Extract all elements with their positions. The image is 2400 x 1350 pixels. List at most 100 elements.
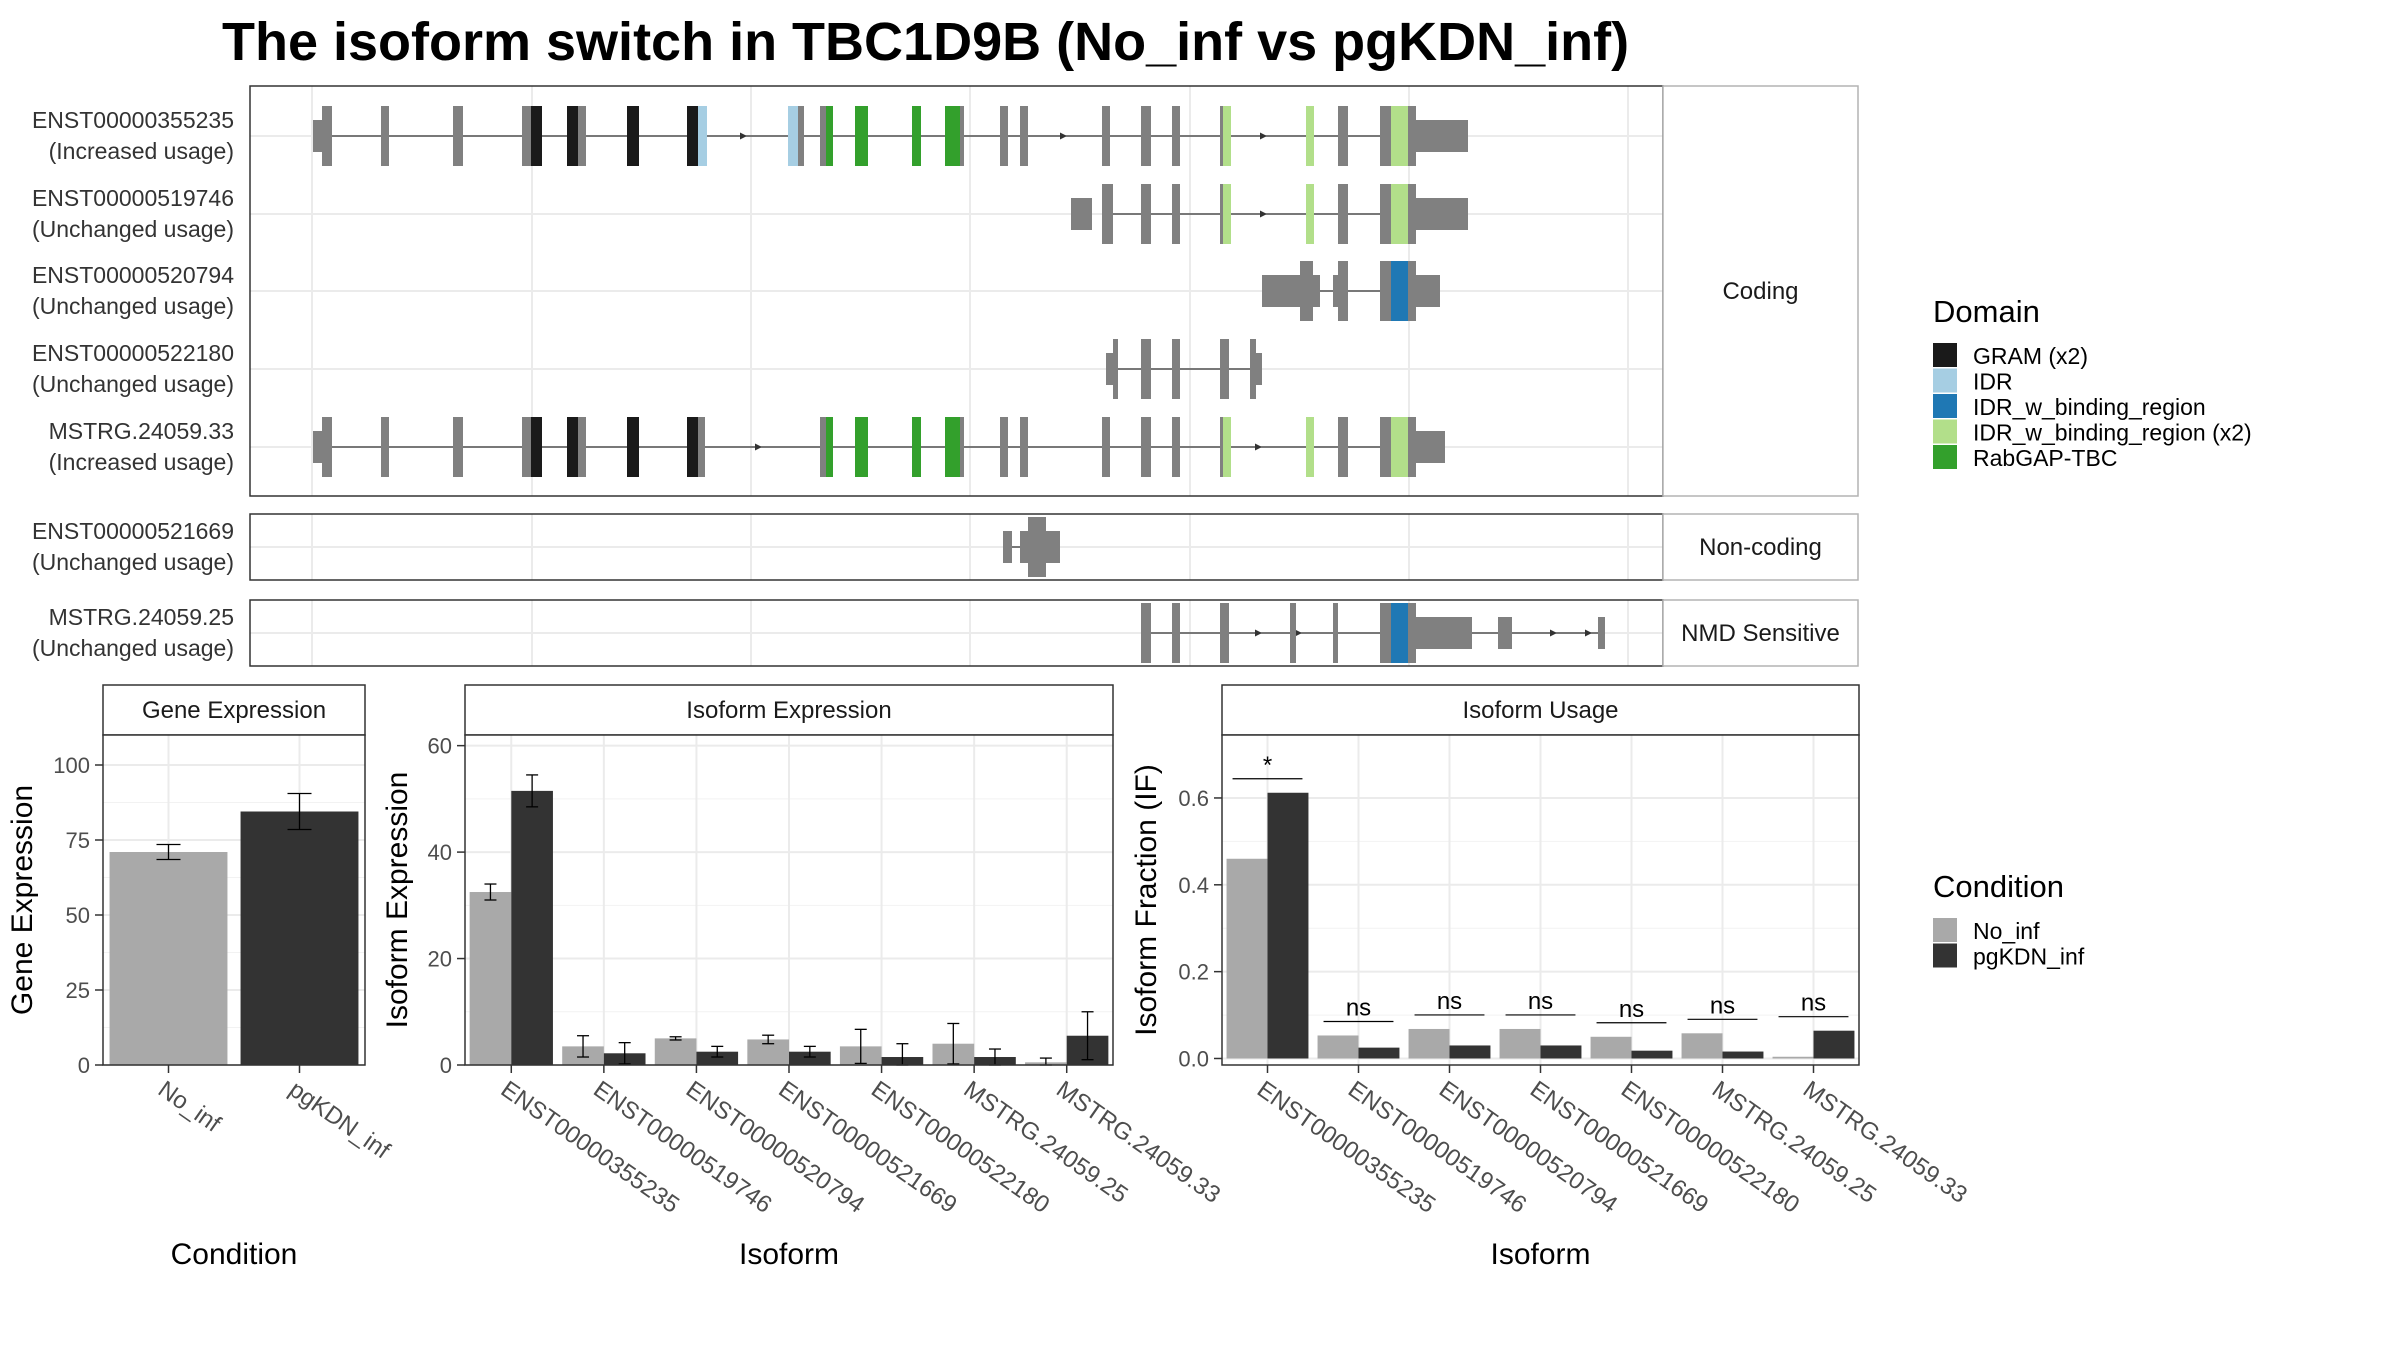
bar	[1317, 1035, 1359, 1059]
exon	[1172, 106, 1180, 166]
exon	[1333, 275, 1338, 307]
exon	[1380, 261, 1391, 321]
bar	[1540, 1045, 1582, 1059]
domain-segment	[1391, 184, 1408, 244]
domain-segment	[826, 417, 833, 477]
domain-legend-label: IDR_w_binding_region	[1973, 394, 2206, 420]
isoform-status-label: (Increased usage)	[49, 449, 234, 475]
exon	[381, 417, 389, 477]
isoform-track: ENST00000355235 (Increased usage)	[32, 106, 1468, 166]
exon	[820, 106, 826, 166]
x-axis-title: Isoform	[1490, 1238, 1590, 1271]
error-bar	[287, 792, 312, 831]
bar	[654, 1038, 697, 1065]
exon	[1250, 339, 1256, 399]
y-tick-label: 25	[66, 978, 90, 1003]
exon	[1408, 417, 1416, 477]
exon	[1338, 106, 1348, 166]
exon	[1102, 106, 1110, 166]
exon	[960, 106, 964, 166]
isoform-usage-chart: Isoform Usage*ns ns ns ns ns ns0.00.20.40.6EN…	[1130, 684, 1972, 1271]
exon	[1416, 120, 1468, 152]
exon	[1416, 275, 1440, 307]
domain-legend: Domain GRAM (x2)IDRIDR_w_binding_regionI…	[1933, 294, 2252, 471]
domain-segment	[945, 106, 960, 166]
domain-legend-title: Domain	[1933, 294, 2040, 329]
exon	[1380, 106, 1391, 166]
exon	[1141, 417, 1151, 477]
x-tick-label: MSTRG.24059.33	[1798, 1076, 1972, 1209]
isoform-id-label: ENST00000519746	[32, 185, 234, 211]
direction-arrow	[1550, 629, 1557, 637]
exon	[1102, 417, 1110, 477]
bar	[1226, 858, 1268, 1059]
isoform-status-label: (Increased usage)	[49, 138, 234, 164]
domain-segment	[855, 106, 868, 166]
structure-panel-nmd-sensitive: NMD Sensitive MSTRG.24059.25 (Unchanged us…	[32, 599, 1859, 667]
exon	[798, 106, 804, 166]
exon	[313, 431, 322, 463]
chart-title: Isoform Expression	[686, 697, 891, 724]
domain-segment	[567, 106, 578, 166]
significance-label: ns	[1437, 988, 1462, 1015]
y-tick-label: 0	[78, 1053, 90, 1078]
exon	[1408, 106, 1416, 166]
condition-legend-swatch	[1933, 918, 1957, 942]
exon	[453, 417, 463, 477]
exon	[1256, 353, 1262, 385]
condition-legend-title: Condition	[1933, 869, 2064, 904]
x-axis-title: Isoform	[739, 1238, 839, 1271]
y-tick-label: 0	[440, 1053, 452, 1078]
structure-panel-non-coding: Non-coding ENST00000521669 (Unchanged usag…	[32, 513, 1859, 581]
error-bar	[803, 1045, 816, 1058]
figure-title: The isoform switch in TBC1D9B (No_inf vs…	[222, 12, 1629, 72]
domain-segment	[1223, 417, 1231, 477]
exon	[1416, 431, 1445, 463]
direction-arrow	[1260, 132, 1267, 140]
exon	[1300, 261, 1313, 321]
domain-segment	[1391, 417, 1408, 477]
condition-legend-label: pgKDN_inf	[1973, 944, 2085, 970]
isoform-id-label: ENST00000520794	[32, 262, 234, 288]
error-bar	[484, 883, 497, 901]
direction-arrow	[1260, 210, 1267, 218]
error-bar	[711, 1045, 724, 1058]
y-tick-label: 60	[428, 734, 452, 759]
transcript-structure-plot: Coding ENST00000355235(Increased usage) EN…	[32, 85, 1859, 667]
domain-legend-label: IDR	[1973, 369, 2013, 395]
domain-segment	[1306, 184, 1314, 244]
direction-arrow	[1255, 629, 1262, 637]
error-bar	[526, 774, 539, 808]
domain-legend-label: IDR_w_binding_region (x2)	[1973, 420, 2252, 446]
exon	[1141, 603, 1151, 663]
direction-arrow	[1295, 629, 1302, 637]
x-tick-label: pgKDN_inf	[284, 1076, 395, 1165]
domain-segment	[687, 417, 698, 477]
isoform-expression-chart: Isoform Expression0204060ENST00000355235…	[381, 684, 1225, 1271]
structure-panel-coding: Coding ENST00000355235(Increased usage) EN…	[32, 85, 1859, 497]
exon	[698, 417, 705, 477]
y-tick-label: 0.0	[1178, 1046, 1209, 1071]
error-bar	[947, 1022, 960, 1065]
exon	[1220, 603, 1229, 663]
bar	[1499, 1028, 1541, 1059]
bar	[1267, 792, 1309, 1059]
exon	[381, 106, 389, 166]
exon	[1020, 417, 1028, 477]
facet-strip-label: Coding	[1722, 278, 1798, 305]
y-tick-label: 0.4	[1178, 873, 1209, 898]
significance-label: ns	[1710, 992, 1735, 1019]
exon	[1172, 603, 1180, 663]
domain-segment	[531, 417, 542, 477]
isoform-track: ENST00000522180 (Unchanged usage)	[32, 339, 1262, 399]
domain-segment	[1391, 603, 1408, 663]
domain-segment	[1391, 106, 1408, 166]
isoform-status-label: (Unchanged usage)	[32, 293, 234, 319]
exon	[1172, 184, 1180, 244]
y-axis-title: Isoform Fraction (IF)	[1130, 764, 1163, 1036]
error-bar	[669, 1036, 682, 1041]
significance-label: ns	[1801, 990, 1826, 1017]
domain-segment	[698, 106, 707, 166]
